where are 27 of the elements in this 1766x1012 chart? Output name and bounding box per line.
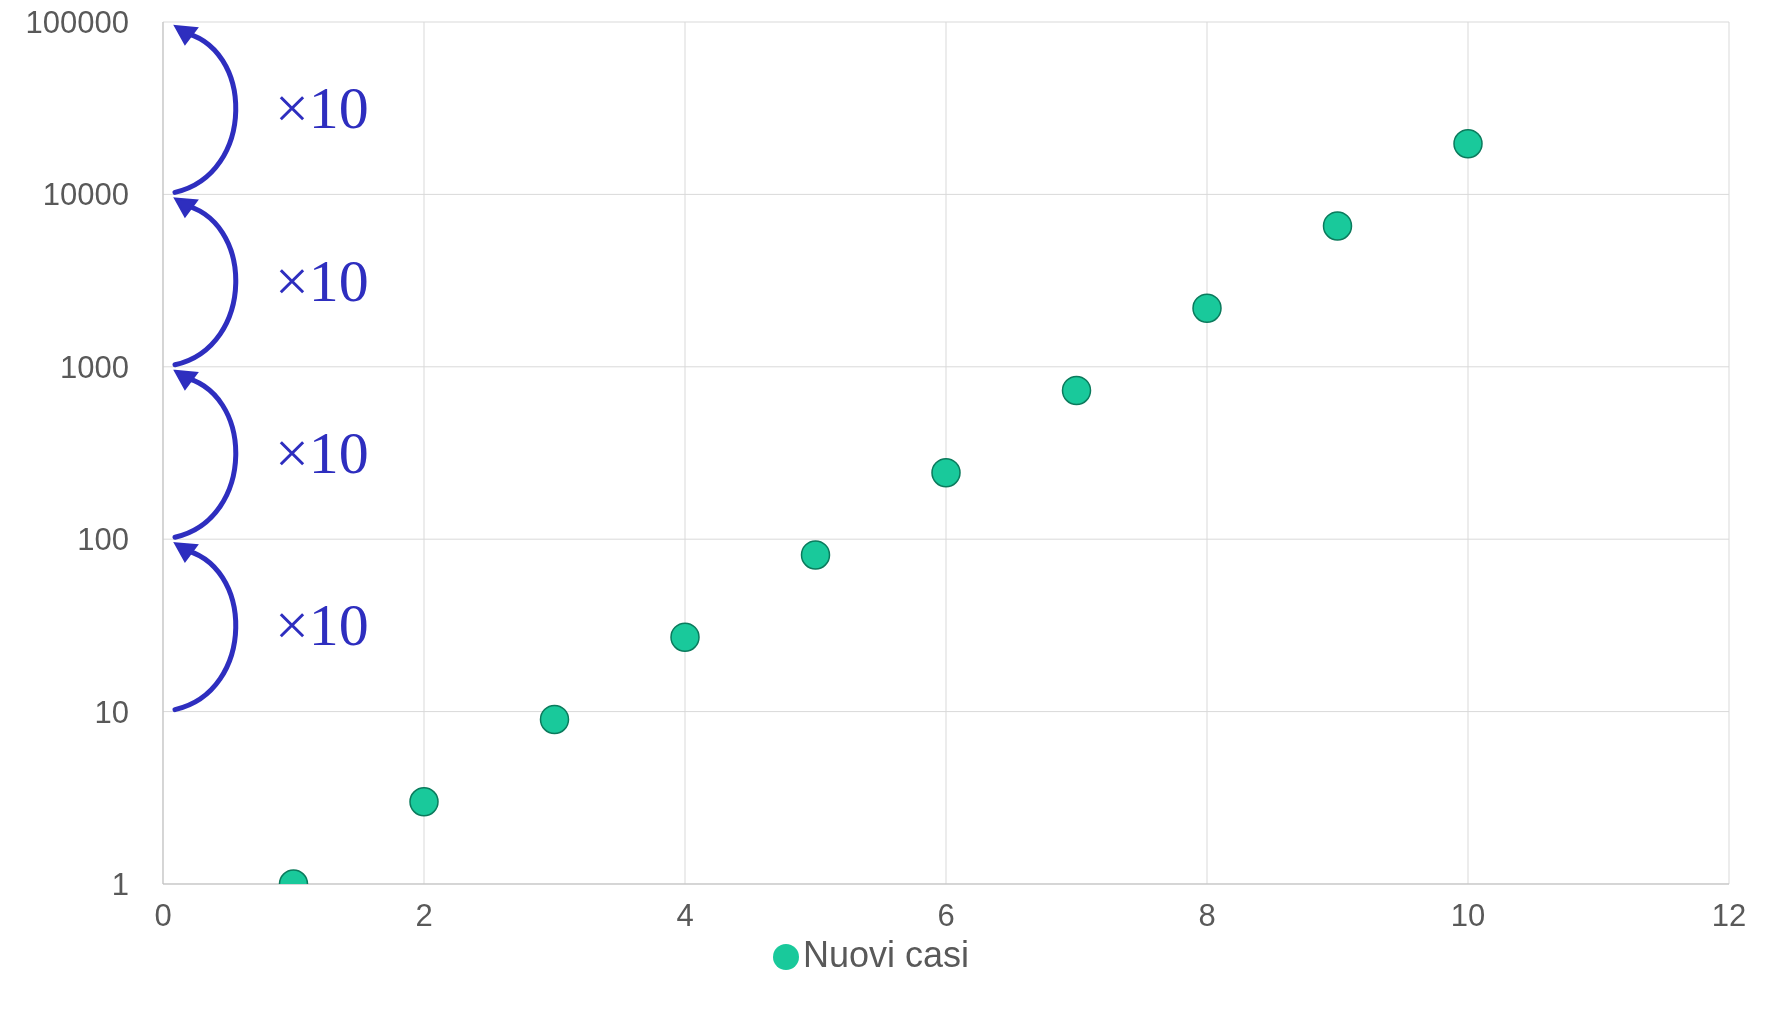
point — [1453, 128, 1483, 159]
point — [539, 704, 570, 735]
legend-label: Nuovi casi — [802, 934, 970, 975]
point — [409, 786, 439, 817]
point — [800, 540, 831, 570]
annotation: ×10 — [275, 75, 369, 142]
annotation: ×10 — [275, 420, 369, 486]
annotation: ×10 — [275, 247, 369, 314]
x-tick-label: 4 — [676, 898, 694, 934]
y-tick-label: 10000 — [42, 177, 129, 213]
y-tick-label: 100000 — [25, 5, 129, 41]
point — [1192, 293, 1222, 323]
point — [670, 622, 700, 652]
x-tick-label: 8 — [1198, 898, 1216, 934]
point — [931, 457, 961, 488]
y-tick-label: 1000 — [60, 349, 129, 385]
annotation: ×10 — [275, 592, 369, 659]
x-tick-label: 12 — [1711, 898, 1747, 934]
point — [1322, 211, 1353, 241]
x-tick-label: 2 — [415, 898, 433, 934]
x-tick-label: 10 — [1450, 898, 1486, 934]
y-tick-label: 100 — [77, 522, 129, 558]
y-tick-label: 1 — [111, 867, 129, 903]
x-tick-label: 6 — [937, 898, 955, 934]
y-tick-label: 10 — [94, 694, 129, 730]
point — [1061, 375, 1092, 406]
x-tick-label: 0 — [154, 898, 172, 934]
